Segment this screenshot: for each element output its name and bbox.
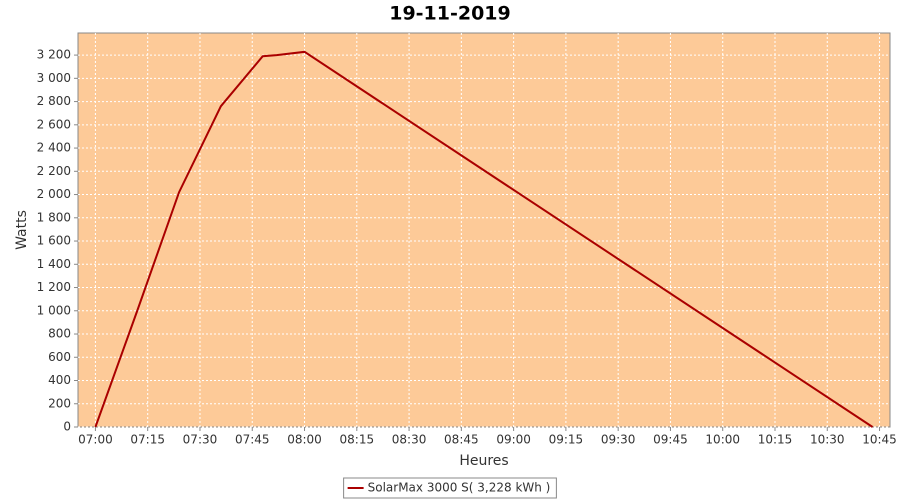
y-tick-label: 200 <box>48 396 71 410</box>
y-tick-label: 1 800 <box>37 210 71 224</box>
x-tick-label: 10:00 <box>705 433 740 447</box>
y-tick-label: 800 <box>48 327 71 341</box>
y-tick-label: 1 000 <box>37 303 71 317</box>
x-tick-label: 08:00 <box>287 433 322 447</box>
y-tick-label: 400 <box>48 373 71 387</box>
x-tick-label: 10:45 <box>862 433 897 447</box>
y-axis-label: Watts <box>14 210 30 250</box>
y-tick-label: 2 800 <box>37 94 71 108</box>
x-tick-label: 07:45 <box>235 433 270 447</box>
x-tick-label: 09:30 <box>601 433 636 447</box>
x-tick-label: 10:30 <box>810 433 845 447</box>
y-tick-label: 1 200 <box>37 280 71 294</box>
line <box>94 50 874 428</box>
legend-label: SolarMax 3000 S( 3,228 kWh ) <box>368 481 551 495</box>
x-tick-label: 08:45 <box>444 433 479 447</box>
x-tick-label: 07:00 <box>78 433 113 447</box>
y-tick-label: 1 400 <box>37 257 71 271</box>
y-tick-label: 600 <box>48 350 71 364</box>
y-tick-label: 1 600 <box>37 234 71 248</box>
x-tick-label: 09:15 <box>549 433 584 447</box>
y-tick-label: 2 600 <box>37 117 71 131</box>
y-tick-label: 3 200 <box>37 48 71 62</box>
legend-box <box>343 477 557 499</box>
x-tick-label: 07:30 <box>183 433 218 447</box>
x-tick-label: 07:15 <box>130 433 165 447</box>
x-tick-label: 10:15 <box>758 433 793 447</box>
y-tick-label: 2 000 <box>37 187 71 201</box>
y-tick-label: 0 <box>63 420 71 434</box>
x-tick-label: 08:15 <box>340 433 375 447</box>
x-tick-label: 09:00 <box>496 433 531 447</box>
plot-area <box>77 32 891 428</box>
x-axis-label: Heures <box>459 453 508 469</box>
chart-title: 19-11-2019 <box>389 3 511 25</box>
x-tick-label: 09:45 <box>653 433 688 447</box>
y-tick-label: 3 000 <box>37 71 71 85</box>
y-tick-label: 2 200 <box>37 164 71 178</box>
y-tick-label: 2 400 <box>37 141 71 155</box>
x-tick-label: 08:30 <box>392 433 427 447</box>
